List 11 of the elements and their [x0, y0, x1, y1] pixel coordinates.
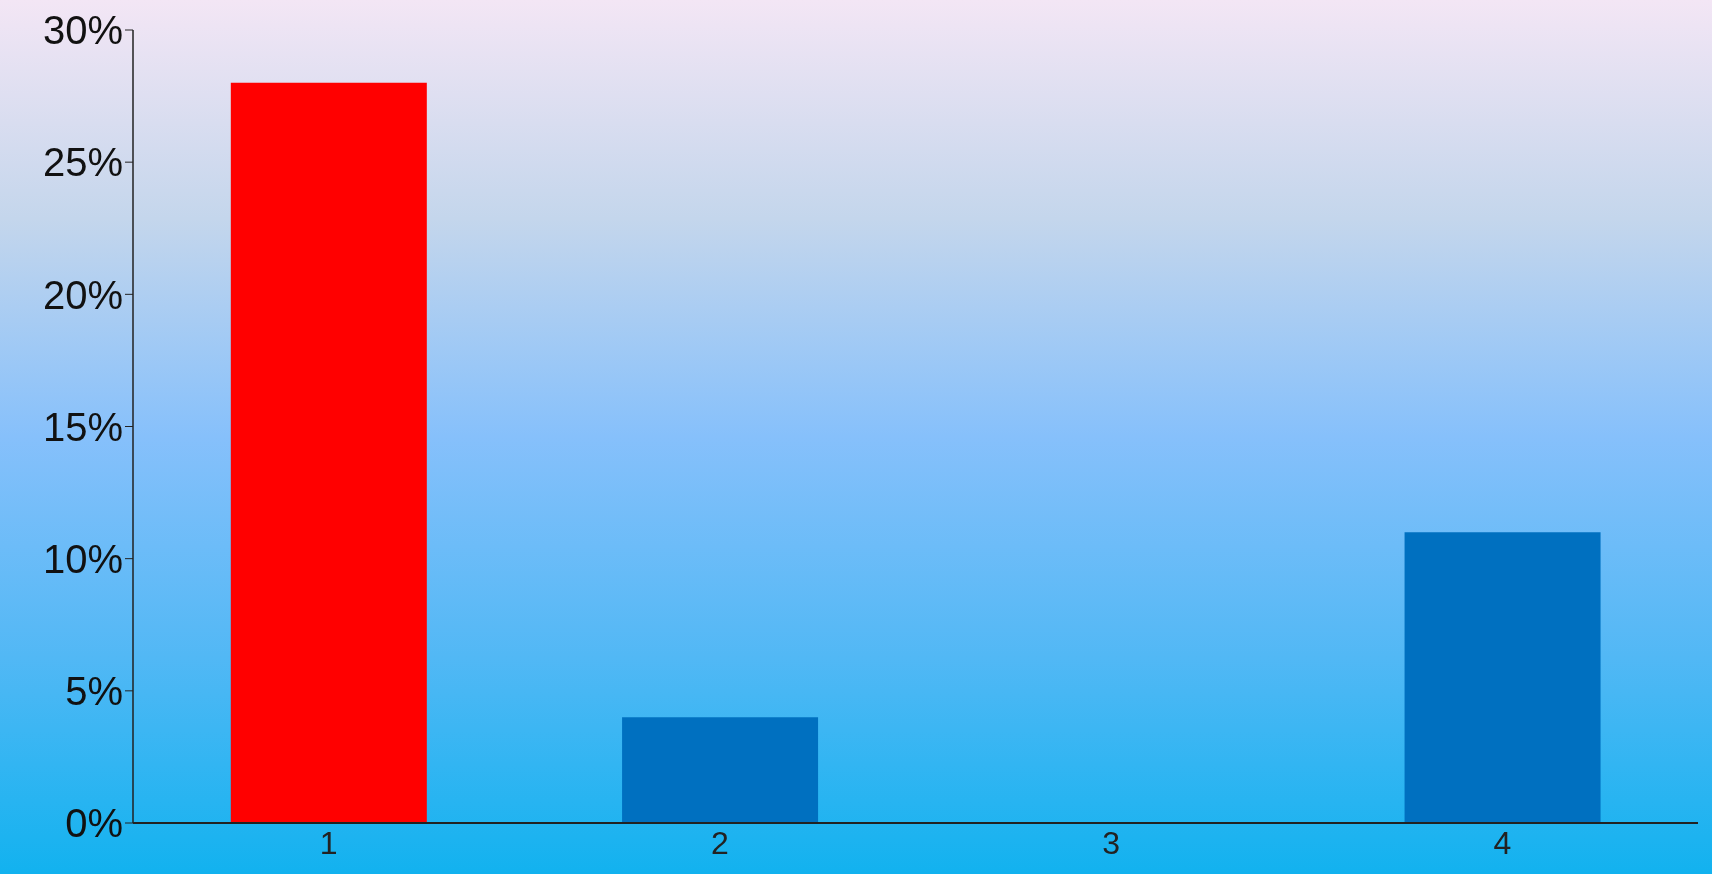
- x-tick-label: 3: [1102, 824, 1121, 861]
- y-tick-label: 30%: [42, 8, 123, 53]
- y-tick-label: 15%: [42, 404, 123, 449]
- y-tick-label: 25%: [42, 140, 123, 185]
- y-tick-label: 5%: [65, 669, 123, 714]
- y-tick-label: 0%: [65, 801, 123, 846]
- x-tick-label: 1: [319, 824, 338, 861]
- y-tick-label: 10%: [42, 536, 123, 581]
- x-tick-label: 2: [710, 824, 729, 861]
- x-tick-label: 4: [1493, 824, 1512, 861]
- y-tick-label: 20%: [42, 272, 123, 317]
